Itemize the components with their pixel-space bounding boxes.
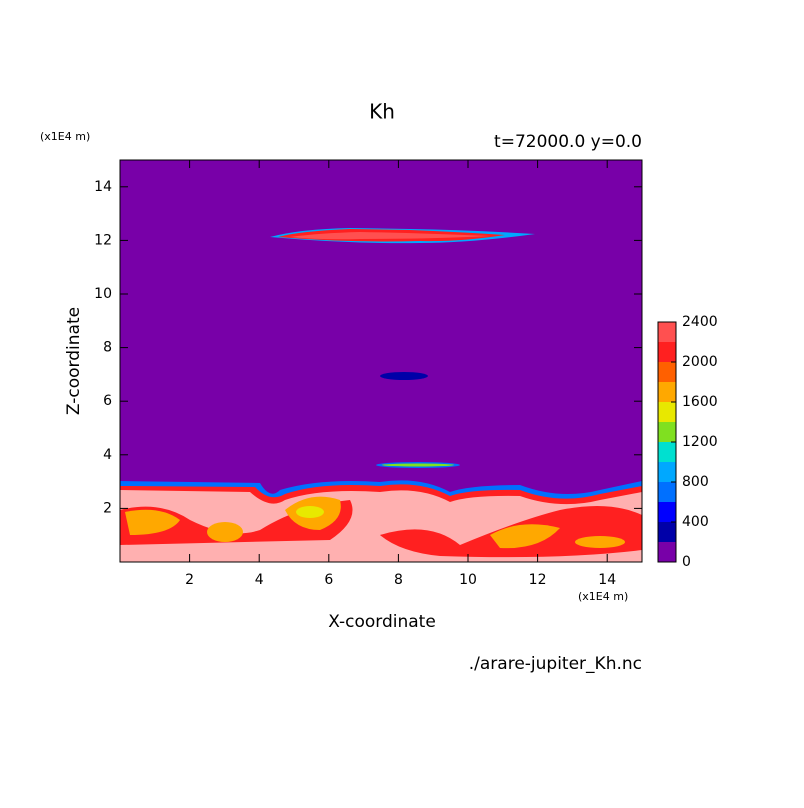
y-tick-label: 4 <box>103 447 112 463</box>
source-label: ./arare-jupiter_Kh.nc <box>469 654 642 674</box>
colorbar-tick-label: 800 <box>682 474 709 490</box>
colorbar-tick-label: 2400 <box>682 314 718 330</box>
y-tick-label: 8 <box>103 340 112 356</box>
y-tick-label: 6 <box>103 393 112 409</box>
colorbar-segment <box>658 462 676 482</box>
colorbar-tick-label: 1200 <box>682 434 718 450</box>
colorbar-segment <box>658 442 676 462</box>
x-tick-label: 2 <box>185 572 194 588</box>
contour-fill <box>207 522 243 542</box>
contour-fill <box>382 463 454 467</box>
x-tick-label: 12 <box>529 572 547 588</box>
chart-title: Kh <box>369 100 395 124</box>
colorbar-segment <box>658 402 676 422</box>
colorbar-tick-label: 400 <box>682 514 709 530</box>
x-tick-label: 10 <box>459 572 477 588</box>
colorbar-segment <box>658 422 676 442</box>
colorbar-segment <box>658 542 676 562</box>
y-tick-label: 12 <box>94 232 112 248</box>
x-tick-label: 14 <box>598 572 616 588</box>
y-tick-label: 10 <box>94 286 112 302</box>
subtitle: t=72000.0 y=0.0 <box>494 132 642 152</box>
y-unit: (x1E4 m) <box>40 130 90 143</box>
colorbar-segment <box>658 502 676 522</box>
contour-field <box>120 160 642 562</box>
colorbar-segment <box>658 322 676 342</box>
contour-fill <box>290 232 490 240</box>
colorbar-segment <box>658 382 676 402</box>
y-axis-label: Z-coordinate <box>64 307 84 415</box>
colorbar-segment <box>658 362 676 382</box>
colorbar-segment <box>658 482 676 502</box>
contour-fill <box>120 500 353 545</box>
x-tick-label: 4 <box>255 572 264 588</box>
colorbar-tick-label: 2000 <box>682 354 718 370</box>
x-unit: (x1E4 m) <box>578 590 628 603</box>
contour-fill <box>296 506 324 518</box>
x-tick-label: 6 <box>324 572 333 588</box>
plot-frame <box>119 159 643 563</box>
contour-fill <box>575 536 625 548</box>
contour-fill <box>380 372 428 380</box>
y-tick-label: 2 <box>103 500 112 516</box>
contour-fill <box>490 524 560 549</box>
y-tick-label: 14 <box>94 179 112 195</box>
x-tick-label: 8 <box>394 572 403 588</box>
contour-fill <box>125 509 180 535</box>
colorbar-segment <box>658 522 676 542</box>
colorbar-tick-label: 1600 <box>682 394 718 410</box>
colorbar-tick-label: 0 <box>682 554 691 570</box>
x-axis-label: X-coordinate <box>328 612 436 632</box>
colorbar-segment <box>658 342 676 362</box>
